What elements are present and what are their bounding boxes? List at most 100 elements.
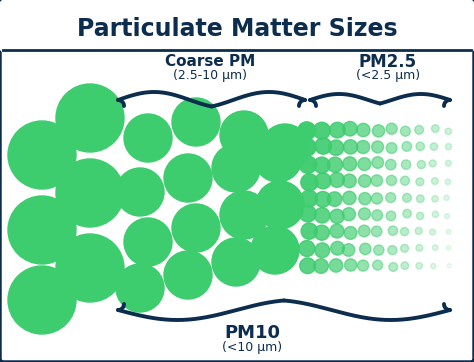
- Circle shape: [416, 178, 424, 186]
- Circle shape: [314, 157, 330, 173]
- Circle shape: [301, 174, 318, 191]
- Circle shape: [299, 240, 315, 257]
- Circle shape: [386, 123, 397, 134]
- Circle shape: [373, 260, 383, 270]
- Circle shape: [447, 264, 451, 268]
- Circle shape: [401, 262, 409, 269]
- Circle shape: [389, 262, 398, 272]
- Circle shape: [124, 218, 172, 266]
- Circle shape: [385, 159, 396, 170]
- Text: (<10 μm): (<10 μm): [222, 341, 282, 354]
- Circle shape: [298, 122, 316, 140]
- Circle shape: [431, 178, 438, 185]
- Circle shape: [445, 214, 449, 219]
- Circle shape: [56, 84, 124, 152]
- Circle shape: [313, 122, 330, 139]
- Circle shape: [299, 156, 317, 173]
- Circle shape: [401, 126, 410, 136]
- Circle shape: [298, 138, 316, 156]
- Circle shape: [315, 173, 331, 189]
- Circle shape: [343, 191, 356, 205]
- Circle shape: [416, 212, 424, 220]
- Circle shape: [314, 225, 329, 240]
- Circle shape: [300, 258, 315, 274]
- Circle shape: [372, 210, 383, 221]
- Circle shape: [328, 140, 344, 155]
- Circle shape: [329, 172, 345, 187]
- Circle shape: [446, 143, 452, 150]
- Text: Coarse PM: Coarse PM: [165, 55, 255, 70]
- Circle shape: [417, 160, 426, 169]
- Circle shape: [446, 230, 451, 234]
- Circle shape: [330, 209, 344, 223]
- Circle shape: [330, 224, 344, 238]
- Circle shape: [254, 134, 302, 182]
- Circle shape: [301, 190, 318, 207]
- Circle shape: [416, 262, 422, 269]
- Circle shape: [415, 126, 424, 134]
- Circle shape: [359, 193, 371, 205]
- Circle shape: [402, 142, 411, 151]
- Circle shape: [401, 227, 409, 236]
- Circle shape: [345, 259, 357, 271]
- Circle shape: [172, 204, 220, 252]
- Text: PM2.5: PM2.5: [359, 53, 417, 71]
- Circle shape: [212, 144, 260, 192]
- Circle shape: [343, 157, 357, 171]
- Circle shape: [256, 181, 304, 229]
- Circle shape: [432, 195, 438, 202]
- Circle shape: [401, 176, 410, 185]
- Circle shape: [56, 234, 124, 302]
- Circle shape: [417, 195, 424, 202]
- Circle shape: [261, 124, 309, 172]
- Circle shape: [343, 174, 356, 188]
- Circle shape: [315, 138, 331, 154]
- Circle shape: [344, 227, 357, 239]
- Circle shape: [429, 160, 436, 167]
- Circle shape: [220, 111, 268, 159]
- Circle shape: [431, 263, 436, 269]
- Circle shape: [314, 259, 328, 273]
- Circle shape: [446, 245, 451, 250]
- Circle shape: [328, 192, 342, 206]
- Circle shape: [372, 157, 383, 168]
- Circle shape: [429, 229, 436, 235]
- Circle shape: [116, 168, 164, 216]
- Circle shape: [431, 125, 439, 132]
- Circle shape: [415, 227, 422, 235]
- Circle shape: [386, 143, 397, 153]
- Circle shape: [8, 196, 76, 264]
- Text: Particulate Matter Sizes: Particulate Matter Sizes: [77, 17, 397, 41]
- Circle shape: [358, 157, 371, 171]
- Circle shape: [360, 243, 371, 254]
- Circle shape: [445, 128, 452, 135]
- Circle shape: [374, 245, 384, 255]
- Circle shape: [416, 142, 425, 151]
- Circle shape: [388, 245, 397, 255]
- Circle shape: [8, 266, 76, 334]
- Circle shape: [164, 251, 212, 299]
- Circle shape: [212, 238, 260, 286]
- Circle shape: [432, 211, 438, 218]
- Circle shape: [329, 122, 345, 138]
- Circle shape: [314, 208, 330, 223]
- Circle shape: [343, 121, 357, 136]
- Text: (2.5-10 μm): (2.5-10 μm): [173, 70, 247, 83]
- Circle shape: [372, 141, 383, 153]
- Circle shape: [220, 191, 268, 239]
- Circle shape: [386, 211, 396, 221]
- Circle shape: [358, 225, 370, 237]
- Circle shape: [444, 195, 449, 201]
- Circle shape: [328, 157, 343, 172]
- Circle shape: [356, 123, 370, 137]
- Circle shape: [164, 154, 212, 202]
- Circle shape: [358, 208, 371, 220]
- Circle shape: [56, 159, 124, 227]
- Circle shape: [416, 244, 423, 251]
- Circle shape: [401, 244, 409, 252]
- Circle shape: [329, 259, 343, 272]
- Circle shape: [172, 98, 220, 146]
- Circle shape: [403, 209, 411, 218]
- Circle shape: [315, 243, 330, 258]
- Circle shape: [432, 245, 438, 251]
